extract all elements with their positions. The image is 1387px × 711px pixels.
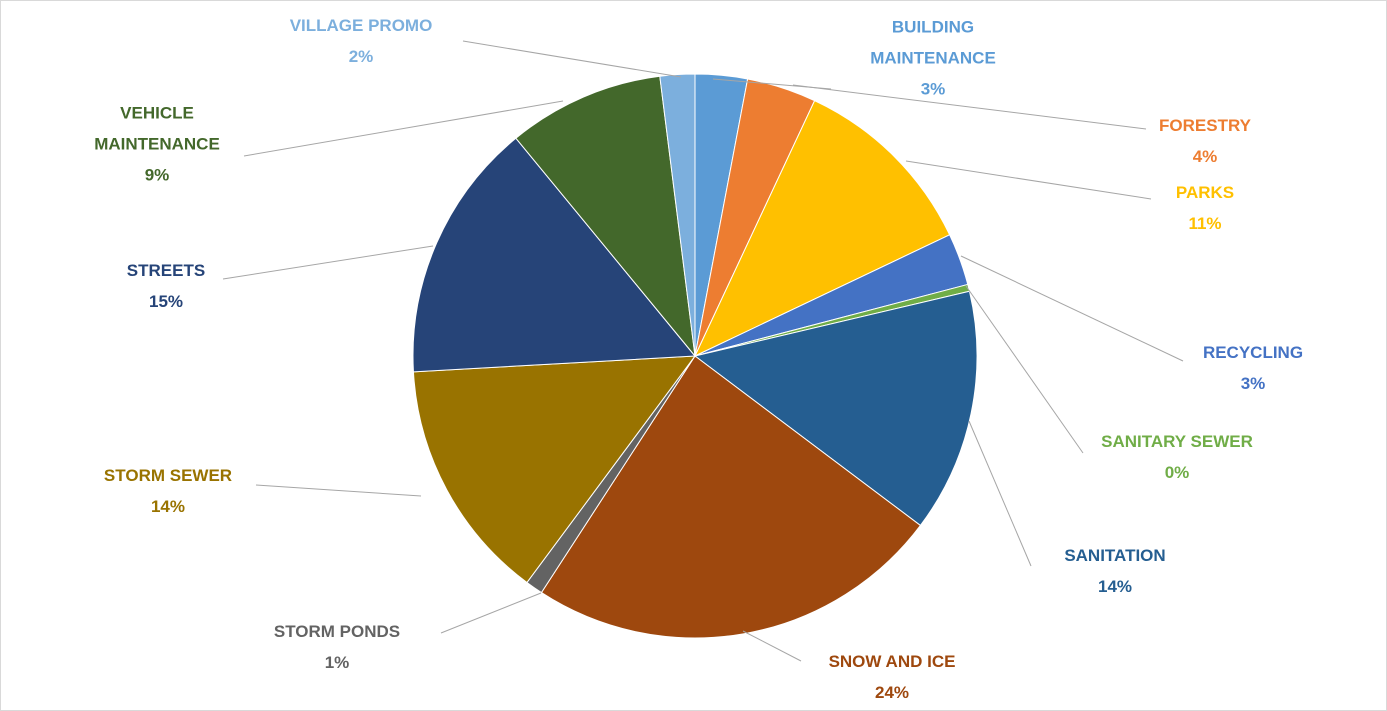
data-label: VILLAGE PROMO 2% <box>290 10 433 72</box>
leader-line <box>255 484 422 497</box>
category-label: PARKS <box>1175 183 1235 202</box>
pie-slice <box>540 355 922 639</box>
pie-slice <box>412 355 697 584</box>
percent-label: 15% <box>148 292 184 311</box>
leader-line <box>440 592 542 634</box>
percent-label: 1% <box>324 653 350 672</box>
pie-slice <box>412 137 697 373</box>
category-label: STORM PONDS <box>273 622 401 641</box>
leader-line <box>965 285 1084 454</box>
leader-line <box>243 100 564 157</box>
category-label: SNOW AND ICE <box>828 652 956 671</box>
data-label: RECYCLING 3% <box>1203 337 1303 399</box>
percent-label: 4% <box>1192 147 1218 166</box>
data-label: STORM SEWER 14% <box>104 460 232 522</box>
category-label: SANITATION <box>1064 546 1166 565</box>
pie-slice <box>693 290 978 527</box>
category-label: VILLAGE PROMO <box>289 16 433 35</box>
percent-label: 24% <box>874 683 910 702</box>
category-label: SANITARY SEWER <box>1101 432 1253 451</box>
category-label: RECYCLING <box>1202 343 1304 362</box>
data-label: STREETS 15% <box>127 255 205 317</box>
percent-label: 3% <box>920 79 946 99</box>
leader-line <box>462 40 682 78</box>
data-label: BUILDING MAINTENANCE 3% <box>863 12 1003 105</box>
category-label: STORM SEWER <box>103 466 233 485</box>
data-label: SANITARY SEWER 0% <box>1101 426 1253 488</box>
percent-label: 14% <box>1097 577 1133 596</box>
pie-slice <box>515 75 696 358</box>
percent-label: 2% <box>348 47 374 66</box>
leader-line <box>905 160 1152 200</box>
leader-line <box>960 255 1184 362</box>
category-label: BUILDING MAINTENANCE <box>870 17 996 68</box>
data-label: PARKS 11% <box>1176 177 1234 239</box>
leader-line <box>742 630 802 662</box>
data-label: SNOW AND ICE 24% <box>829 646 956 708</box>
leader-line <box>222 245 434 280</box>
percent-label: 14% <box>150 497 186 516</box>
category-label: FORESTRY <box>1159 116 1251 135</box>
percent-label: 0% <box>1164 463 1190 482</box>
data-label: VEHICLE MAINTENANCE 9% <box>87 98 227 191</box>
percent-label: 3% <box>1240 374 1266 393</box>
data-label: STORM PONDS 1% <box>274 616 400 678</box>
data-label: SANITATION 14% <box>1064 540 1165 602</box>
percent-label: 11% <box>1188 214 1222 233</box>
pie-slice <box>659 73 696 357</box>
leader-line <box>968 420 1032 567</box>
pie-slice <box>693 99 951 358</box>
category-label: VEHICLE MAINTENANCE <box>94 103 220 154</box>
percent-label: 9% <box>144 165 170 185</box>
category-label: STREETS <box>126 261 206 280</box>
leader-line <box>792 84 1147 130</box>
data-label: FORESTRY 4% <box>1159 110 1251 172</box>
